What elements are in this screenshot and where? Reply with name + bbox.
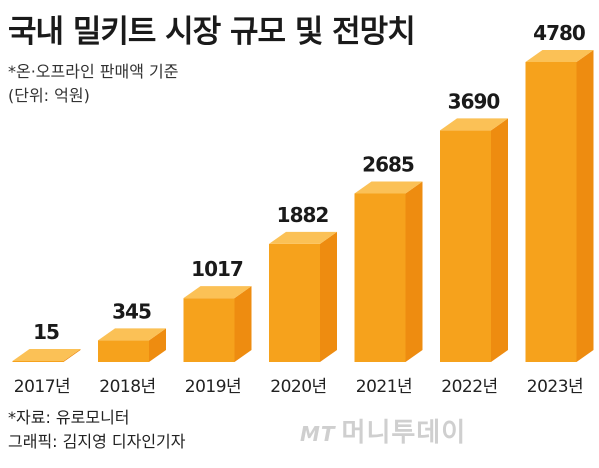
value-label: 1017 xyxy=(191,257,243,281)
bar xyxy=(183,298,235,362)
bar xyxy=(525,62,577,362)
category-label: 2019년 xyxy=(185,377,241,397)
source-note: *자료: 유로모니터 xyxy=(8,408,130,427)
bar-side xyxy=(576,50,594,362)
bar xyxy=(269,243,320,362)
value-label: 3690 xyxy=(448,89,500,113)
bar-side xyxy=(63,349,81,362)
category-label: 2017년 xyxy=(14,377,70,397)
bar xyxy=(98,340,149,362)
basis-note: *온·오프라인 판매액 기준 xyxy=(8,62,179,81)
category-label: 2018년 xyxy=(99,377,155,397)
chart-title: 국내 밀키트 시장 규모 및 전망치 xyxy=(8,14,416,50)
bar-side xyxy=(234,286,252,362)
bar-side xyxy=(405,181,423,362)
category-label: 2021년 xyxy=(356,377,412,397)
value-label: 1882 xyxy=(277,203,329,227)
graphic-credit: 그래픽: 김지영 디자인기자 xyxy=(8,432,186,451)
bar-top xyxy=(440,118,508,131)
bar-side xyxy=(149,328,166,362)
category-label: 2022년 xyxy=(441,377,497,397)
unit-note: (단위: 억원) xyxy=(8,86,90,105)
bar-top xyxy=(12,349,81,361)
category-label: 2023년 xyxy=(527,377,583,397)
bar-side xyxy=(320,231,337,362)
bar xyxy=(440,130,491,362)
bar-top xyxy=(183,286,252,299)
bar-top xyxy=(525,50,594,62)
value-label: 2685 xyxy=(362,152,414,176)
watermark: MT 머니투데이 xyxy=(300,412,466,449)
watermark-logo: MT xyxy=(300,422,336,446)
bar-top xyxy=(98,328,166,341)
bar-top xyxy=(269,231,337,244)
category-label: 2020년 xyxy=(270,377,326,397)
bar xyxy=(354,193,406,362)
value-label: 15 xyxy=(33,320,59,344)
bar-side xyxy=(491,118,508,363)
watermark-text: 머니투데이 xyxy=(341,418,467,448)
bar-top xyxy=(354,181,423,194)
value-label: 345 xyxy=(112,299,151,323)
bar xyxy=(12,361,64,362)
value-label: 4780 xyxy=(533,21,585,45)
